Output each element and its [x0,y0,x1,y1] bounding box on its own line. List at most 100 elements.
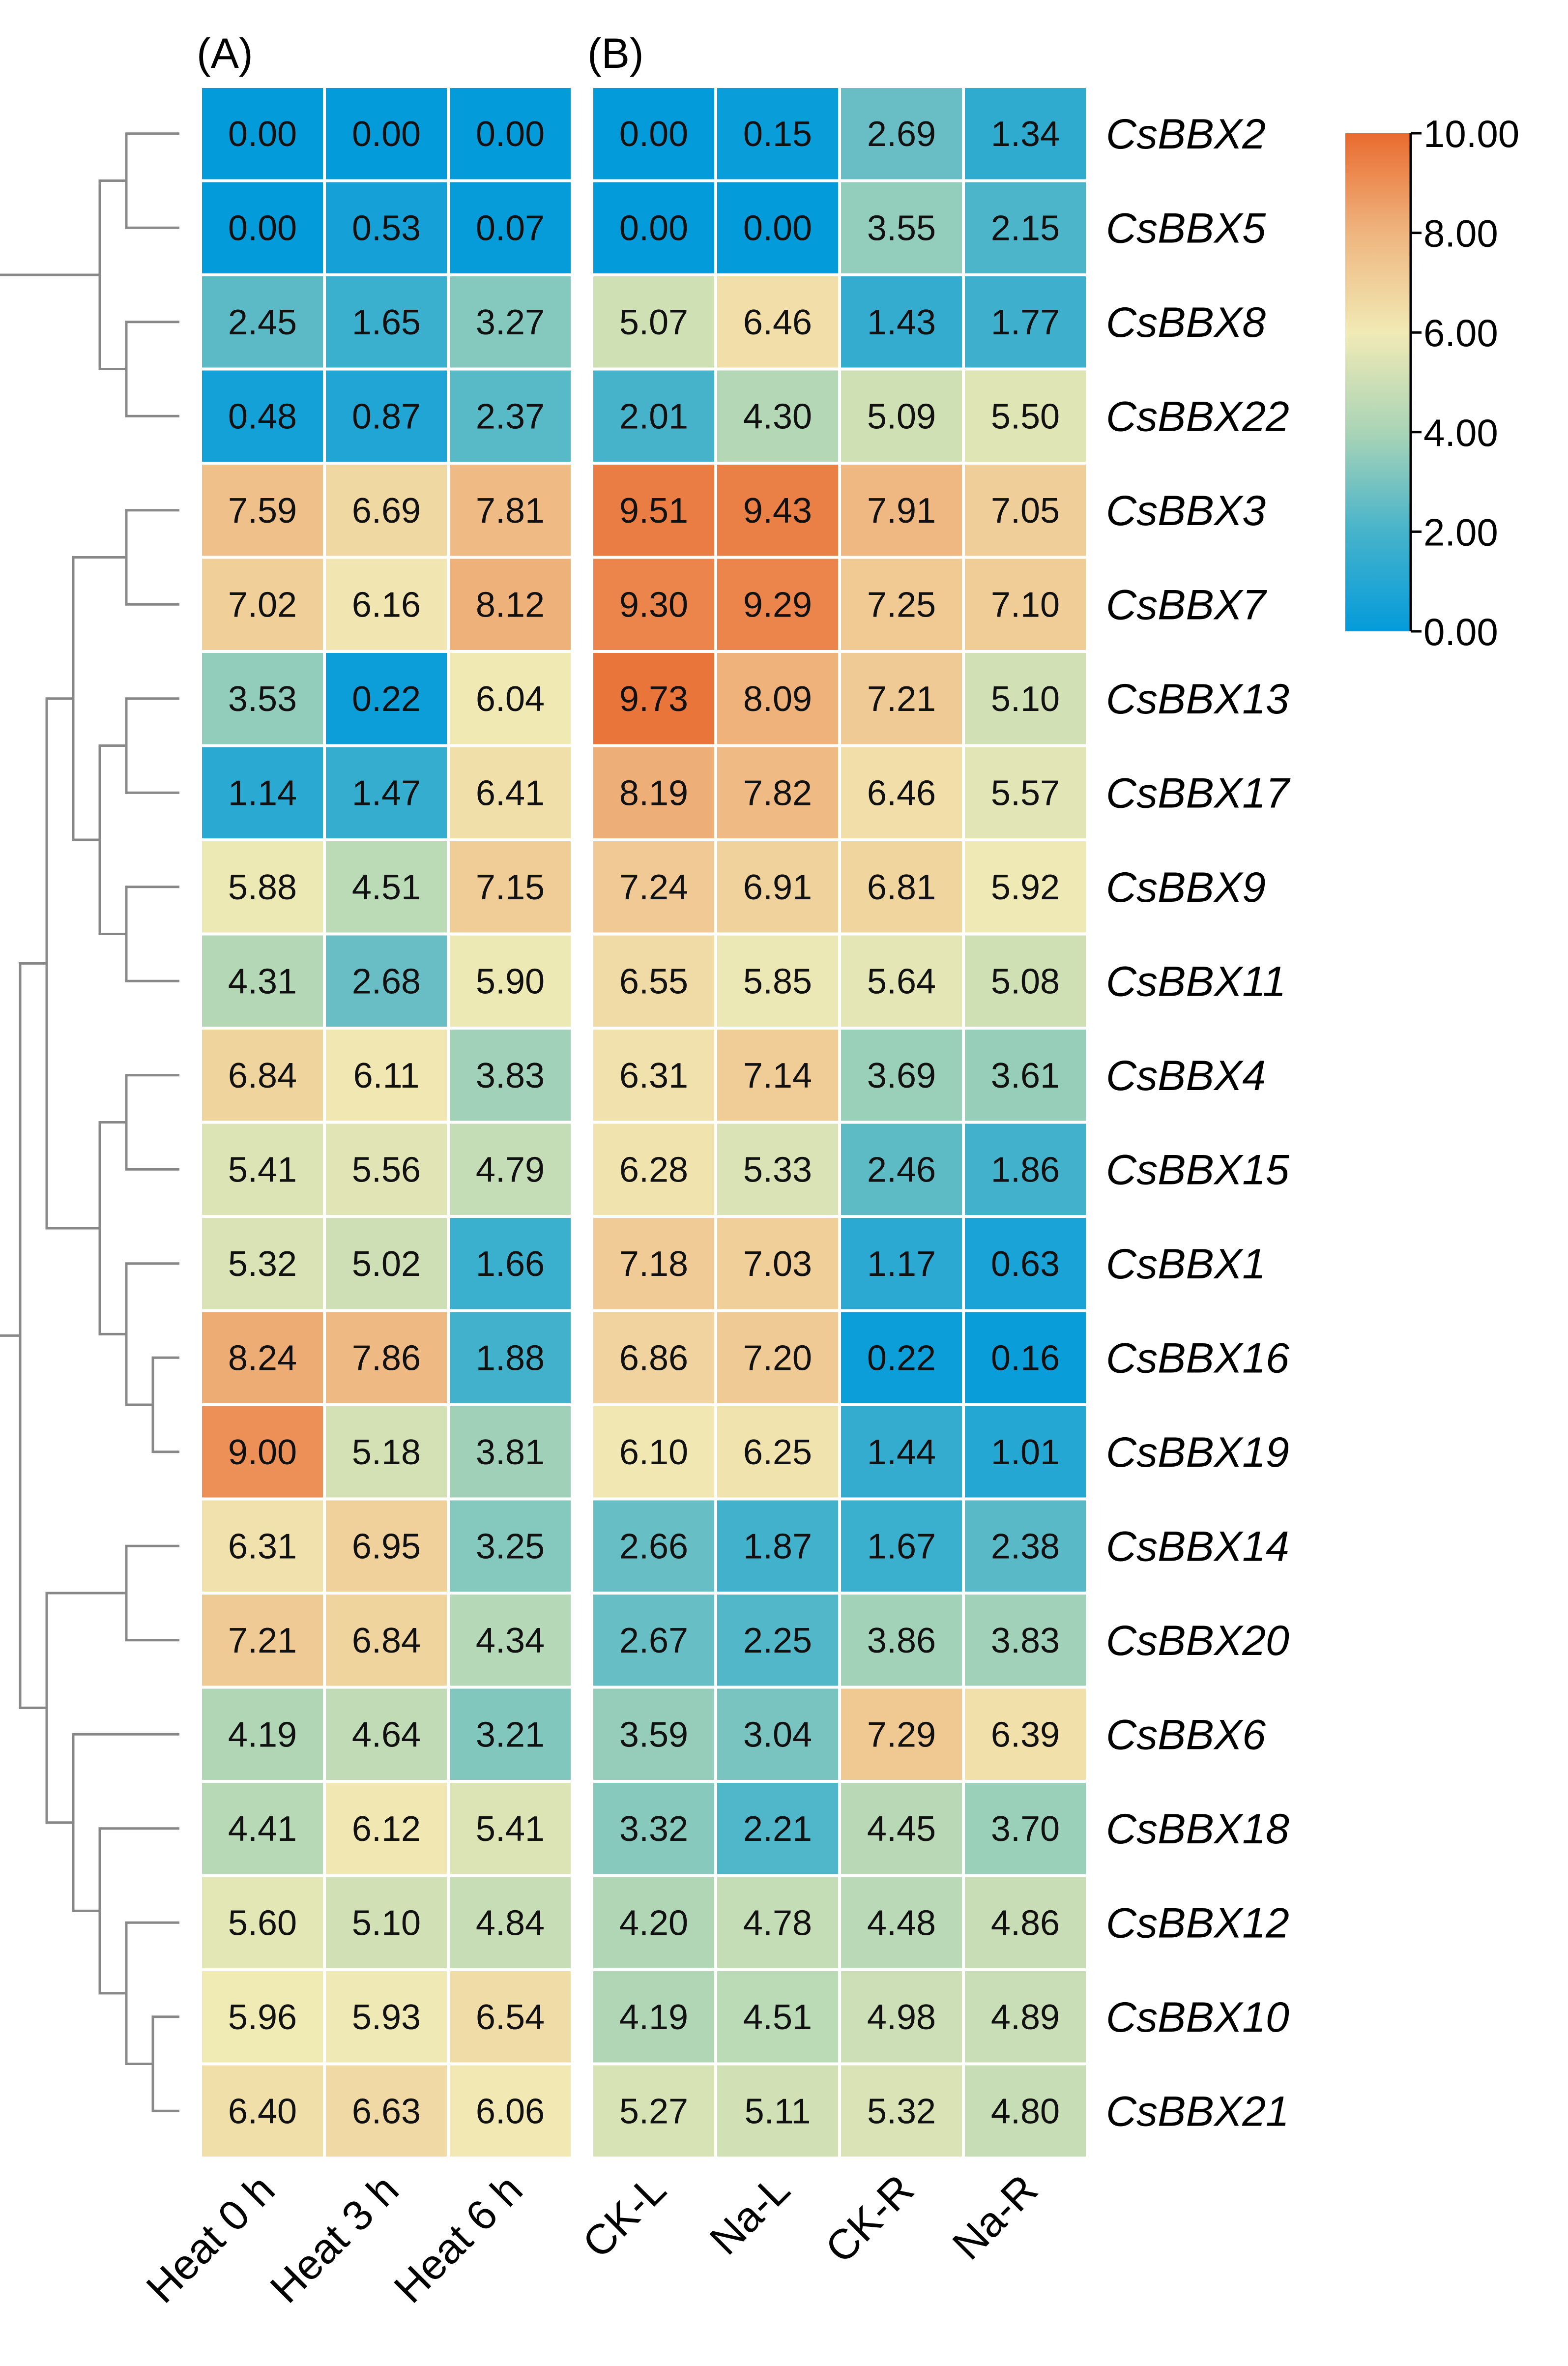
cell-a-CsBBX7-Heat-6-h [447,556,574,653]
cell-value-label: 1.87 [743,1527,812,1566]
cell-value-label: 6.39 [991,1715,1060,1754]
gene-label-CsBBX7: CsBBX7 [1106,581,1267,628]
cell-value-label: 5.32 [228,1244,297,1284]
cell-a-CsBBX22-Heat-3-h [323,367,450,465]
column-label-CK-L: CK-L [574,2166,675,2267]
cell-a-CsBBX21-Heat-6-h [447,2062,574,2159]
cell-value-label: 1.66 [476,1244,545,1284]
dendrogram-link-19 [19,962,47,1709]
cell-a-CsBBX6-Heat-3-h [323,1686,450,1783]
cell-value-label: 1.44 [867,1433,936,1472]
cell-value-label: 2.37 [476,397,545,436]
cell-value-label: 6.06 [476,2092,545,2131]
colorbar-tick-label: 0.00 [1423,610,1498,653]
cell-value-label: 4.51 [743,1998,812,2037]
cell-value-label: 1.67 [867,1527,936,1566]
cell-value-label: 6.11 [353,1056,420,1095]
cell-value-label: 6.04 [476,680,545,719]
gene-label-CsBBX15: CsBBX15 [1106,1146,1290,1193]
cell-value-label: 3.55 [867,208,936,248]
cell-value-label: 4.30 [743,397,812,436]
cell-value-label: 7.29 [867,1715,936,1754]
cell-value-label: 3.69 [867,1056,936,1095]
cell-b-CsBBX2-CK-L [590,85,717,182]
cell-value-label: 9.43 [743,491,812,531]
cell-b-CsBBX19-Na-L [714,1403,841,1501]
cell-value-label: 3.61 [991,1056,1060,1095]
cell-b-CsBBX1-CK-R [838,1215,965,1312]
cell-value-label: 3.04 [743,1715,812,1754]
cell-a-CsBBX6-Heat-6-h [447,1686,574,1783]
cell-a-CsBBX12-Heat-3-h [323,1874,450,1971]
cell-b-CsBBX13-Na-L [714,650,841,747]
cell-b-CsBBX7-Na-L [714,556,841,653]
cell-value-label: 4.84 [476,1903,545,1943]
cell-value-label: 5.08 [991,962,1060,1001]
cell-a-CsBBX3-Heat-3-h [323,462,450,559]
cell-b-CsBBX10-CK-L [590,1968,717,2066]
dendrogram-link-17 [72,1733,179,1912]
gene-label-CsBBX13: CsBBX13 [1106,676,1289,723]
cell-b-CsBBX11-CK-R [838,932,965,1030]
cell-value-label: 4.31 [228,962,297,1001]
cell-value-label: 4.19 [619,1998,688,2037]
cell-b-CsBBX12-Na-R [962,1874,1089,1971]
cell-value-label: 1.43 [867,303,936,342]
cell-value-label: 2.01 [619,397,688,436]
cell-a-CsBBX21-Heat-3-h [323,2062,450,2159]
cell-value-label: 7.21 [228,1621,297,1660]
dendrogram-link-2 [98,179,126,370]
cell-a-CsBBX3-Heat-6-h [447,462,574,559]
cell-value-label: 6.41 [476,773,545,813]
gene-label-CsBBX4: CsBBX4 [1106,1052,1266,1099]
cell-value-label: 6.54 [476,1998,545,2037]
cell-value-label: 2.45 [228,303,297,342]
dendrogram-link-0 [125,132,179,229]
cell-value-label: 0.22 [867,1338,936,1378]
cell-value-label: 6.46 [743,303,812,342]
cell-a-CsBBX9-Heat-3-h [323,838,450,936]
cell-value-label: 6.10 [619,1433,688,1472]
cell-value-label: 5.50 [991,397,1060,436]
cell-b-CsBBX17-CK-L [590,744,717,841]
gene-label-CsBBX3: CsBBX3 [1106,487,1266,534]
cell-value-label: 3.83 [476,1056,545,1095]
cell-value-label: 0.15 [743,115,812,154]
cell-value-label: 2.21 [743,1809,812,1849]
gene-label-CsBBX22: CsBBX22 [1106,393,1289,440]
cell-value-label: 0.53 [352,208,421,248]
cell-b-CsBBX18-Na-L [714,1780,841,1877]
cell-a-CsBBX9-Heat-0-h [199,838,326,936]
cell-value-label: 1.77 [991,303,1060,342]
panel-b-label: (B) [587,30,644,77]
cell-value-label: 5.02 [352,1244,421,1284]
cell-value-label: 8.19 [619,773,688,813]
cell-value-label: 6.86 [619,1338,688,1378]
gene-label-CsBBX17: CsBBX17 [1106,769,1291,817]
cell-value-label: 7.10 [991,585,1060,624]
cell-value-label: 5.10 [352,1903,421,1943]
cell-b-CsBBX9-Na-R [962,838,1089,936]
cell-a-CsBBX19-Heat-6-h [447,1403,574,1501]
colorbar-tick-label: 10.00 [1423,112,1519,155]
heatmap-panel-b: 0.00 0.15 2.69 1.34 0.00 0.00 3.55 2.15 5.07 6.46… [590,85,1089,2159]
cell-b-CsBBX5-Na-L [714,179,841,276]
cell-a-CsBBX17-Heat-6-h [447,744,574,841]
cell-value-label: 0.00 [619,208,688,248]
cell-value-label: 7.02 [228,585,297,624]
cell-value-label: 7.59 [228,491,297,531]
dendrogram-link-16 [98,1827,179,1995]
cell-b-CsBBX3-CK-R [838,462,965,559]
dendrogram-link-1 [125,321,179,417]
cell-b-CsBBX15-Na-L [714,1121,841,1218]
cell-b-CsBBX5-Na-R [962,179,1089,276]
cell-value-label: 2.68 [352,962,421,1001]
cell-value-label: 3.53 [228,680,297,719]
cell-value-label: 6.40 [228,2092,297,2131]
cell-value-label: 7.25 [867,585,936,624]
cell-value-label: 7.18 [619,1244,688,1284]
cell-value-label: 5.93 [352,1998,421,2037]
dendrogram-link-4 [125,697,179,794]
cell-b-CsBBX21-Na-R [962,2062,1089,2159]
colorbar-tick-label: 2.00 [1423,510,1498,554]
